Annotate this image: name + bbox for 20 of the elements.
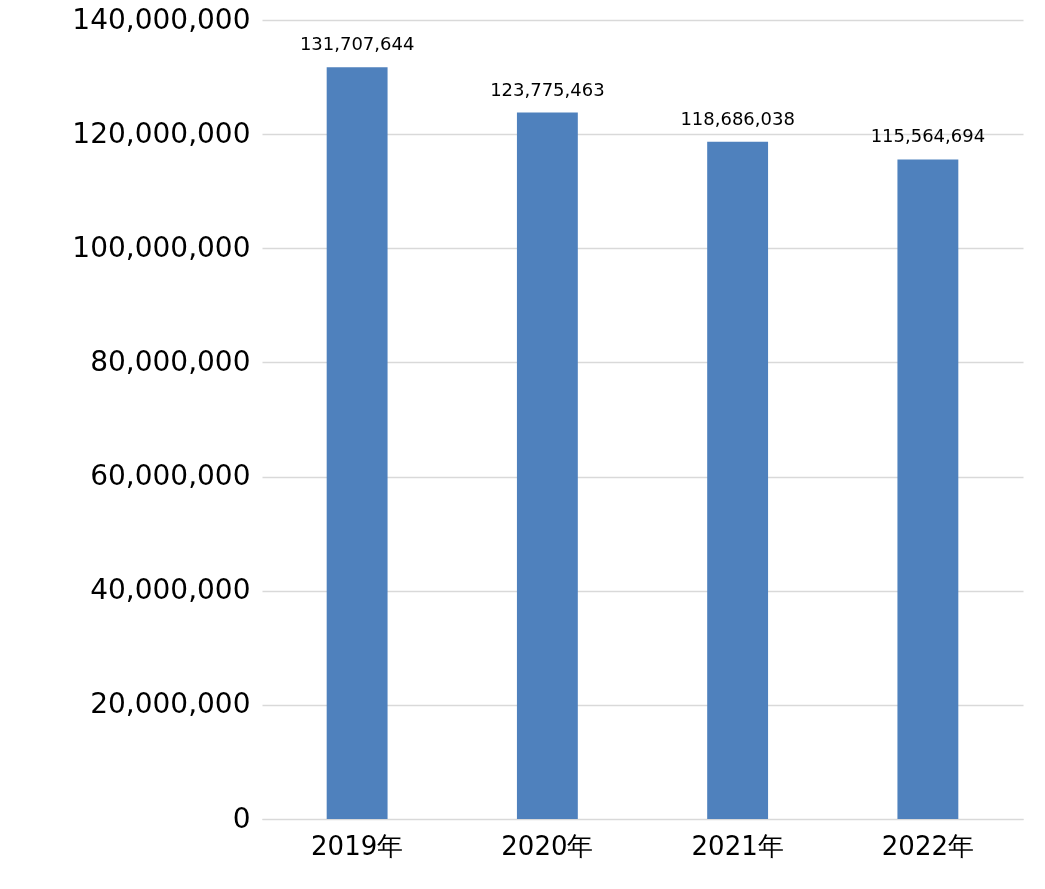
bar <box>326 67 388 819</box>
bar <box>707 141 769 819</box>
y-tick-label: 60,000,000 <box>90 459 251 493</box>
x-tick-label: 2021年 <box>691 830 784 861</box>
x-tick-label: 2020年 <box>501 830 594 861</box>
y-tick-label: 40,000,000 <box>90 573 251 607</box>
data-label: 123,775,463 <box>490 78 605 100</box>
bar <box>897 159 959 819</box>
y-tick-label: 120,000,000 <box>72 116 251 150</box>
data-label: 118,686,038 <box>680 107 795 129</box>
bar <box>516 112 578 819</box>
x-tick-label: 2022年 <box>881 830 974 861</box>
y-tick-label: 100,000,000 <box>72 230 251 264</box>
y-tick-label: 80,000,000 <box>90 344 251 378</box>
data-label: 131,707,644 <box>299 33 415 55</box>
data-label: 115,564,694 <box>870 125 986 147</box>
x-tick-label: 2019年 <box>311 830 404 861</box>
y-tick-label: 20,000,000 <box>90 687 251 721</box>
y-tick-label: 140,000,000 <box>72 2 251 36</box>
y-tick-label: 0 <box>232 801 251 835</box>
